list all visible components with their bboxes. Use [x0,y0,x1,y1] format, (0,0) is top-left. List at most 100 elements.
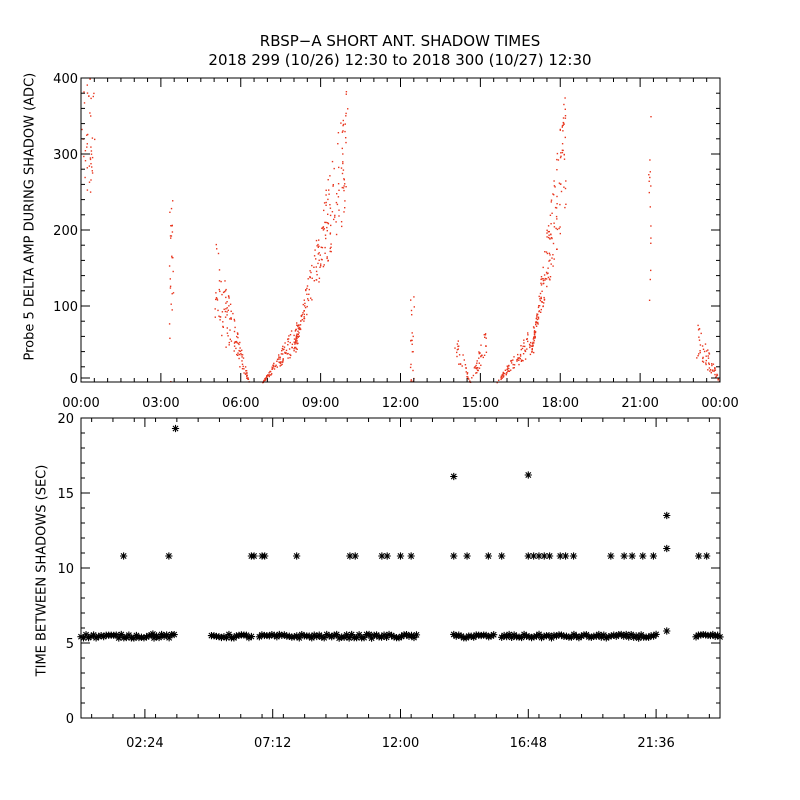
top-data-point [463,359,465,361]
top-data-point [707,349,709,351]
bottom-data-point [546,552,554,560]
top-data-point [86,189,89,191]
top-data-point [338,189,340,191]
top-data-point [276,360,278,362]
top-data-point [708,363,710,365]
top-data-point [315,239,318,242]
bottom-data-point [117,630,125,639]
top-data-point [234,341,237,343]
top-data-point [562,124,564,126]
top-data-point [89,191,92,193]
top-data-point [502,371,504,374]
top-data-point [542,282,544,285]
top-data-point [533,334,536,336]
top-data-point [648,191,650,194]
top-data-point [708,362,710,364]
top-data-point [91,156,94,159]
top-data-point [345,112,347,115]
top-data-point [90,115,92,117]
bottom-data-point [467,632,475,640]
bottom-data-point [402,630,411,639]
bottom-data-point [140,634,148,642]
top-data-point [281,347,284,350]
bottom-data-point [112,631,120,639]
top-data-point [318,281,320,283]
top-data-point [537,323,539,325]
top-data-point [512,359,514,361]
top-data-point [705,350,708,352]
top-data-point [506,368,509,371]
top-data-point [648,180,650,182]
top-data-point [239,347,241,349]
top-data-point [237,332,239,335]
bottom-data-point [602,634,610,642]
top-data-point [218,269,221,271]
top-data-point [533,333,536,335]
bottom-data-point [607,632,615,640]
top-data-point [289,341,291,344]
top-data-point [648,174,650,176]
top-data-point [344,207,346,209]
top-data-point [542,305,544,307]
bottom-data-point [165,634,173,642]
top-data-point [561,143,564,145]
bottom-data-point [348,630,356,639]
top-data-point [717,378,720,381]
top-data-point [301,314,303,316]
top-data-point [559,183,562,185]
top-data-point [84,150,87,152]
top-data-point [519,355,522,357]
top-data-point [316,245,318,247]
top-data-point [529,353,532,356]
top-data-point [542,278,544,280]
top-data-point [265,376,268,378]
top-data-point [235,340,238,343]
bottom-data-point [217,633,226,642]
bottom-data-point [463,552,471,560]
top-data-point [330,224,332,227]
top-data-point [522,345,524,347]
top-data-point [335,221,337,223]
top-data-point [564,206,566,209]
bottom-data-point [577,632,585,640]
top-data-point [278,356,280,358]
top-data-point [264,377,266,380]
top-data-point [549,276,552,278]
top-data-point [480,344,482,346]
top-data-point [547,276,550,279]
bottom-band-5 [692,630,724,641]
top-data-point [228,305,230,307]
top-data-point [326,230,328,232]
top-data-point [540,296,542,298]
top-data-point [287,352,289,355]
top-data-point [410,363,412,366]
bottom-data-point [455,631,463,639]
top-data-point [222,325,224,328]
top-data-point [650,242,652,244]
top-data-point [295,346,297,349]
top-data-point [341,172,344,175]
bottom-data-point [607,552,615,560]
bottom-data-point [351,552,359,560]
top-data-point [239,366,241,368]
top-data-point [702,361,705,363]
bottom-data-point [706,631,715,640]
top-data-point [221,311,224,313]
top-x-tick-label: 06:00 [222,396,259,411]
top-data-point [707,369,709,371]
top-data-point [565,203,567,205]
top-data-point [563,153,565,156]
bottom-data-point [225,630,233,639]
top-data-point [556,248,558,250]
top-data-point [536,318,538,321]
top-data-point [564,97,566,99]
top-data-point [335,233,338,236]
bottom-data-point [215,633,223,641]
bottom-data-point [569,552,578,560]
top-data-point [716,374,719,376]
top-data-point [298,325,300,327]
top-data-point [269,374,271,376]
top-data-point [279,361,281,363]
top-data-point [548,230,550,233]
top-data-point [323,228,325,230]
